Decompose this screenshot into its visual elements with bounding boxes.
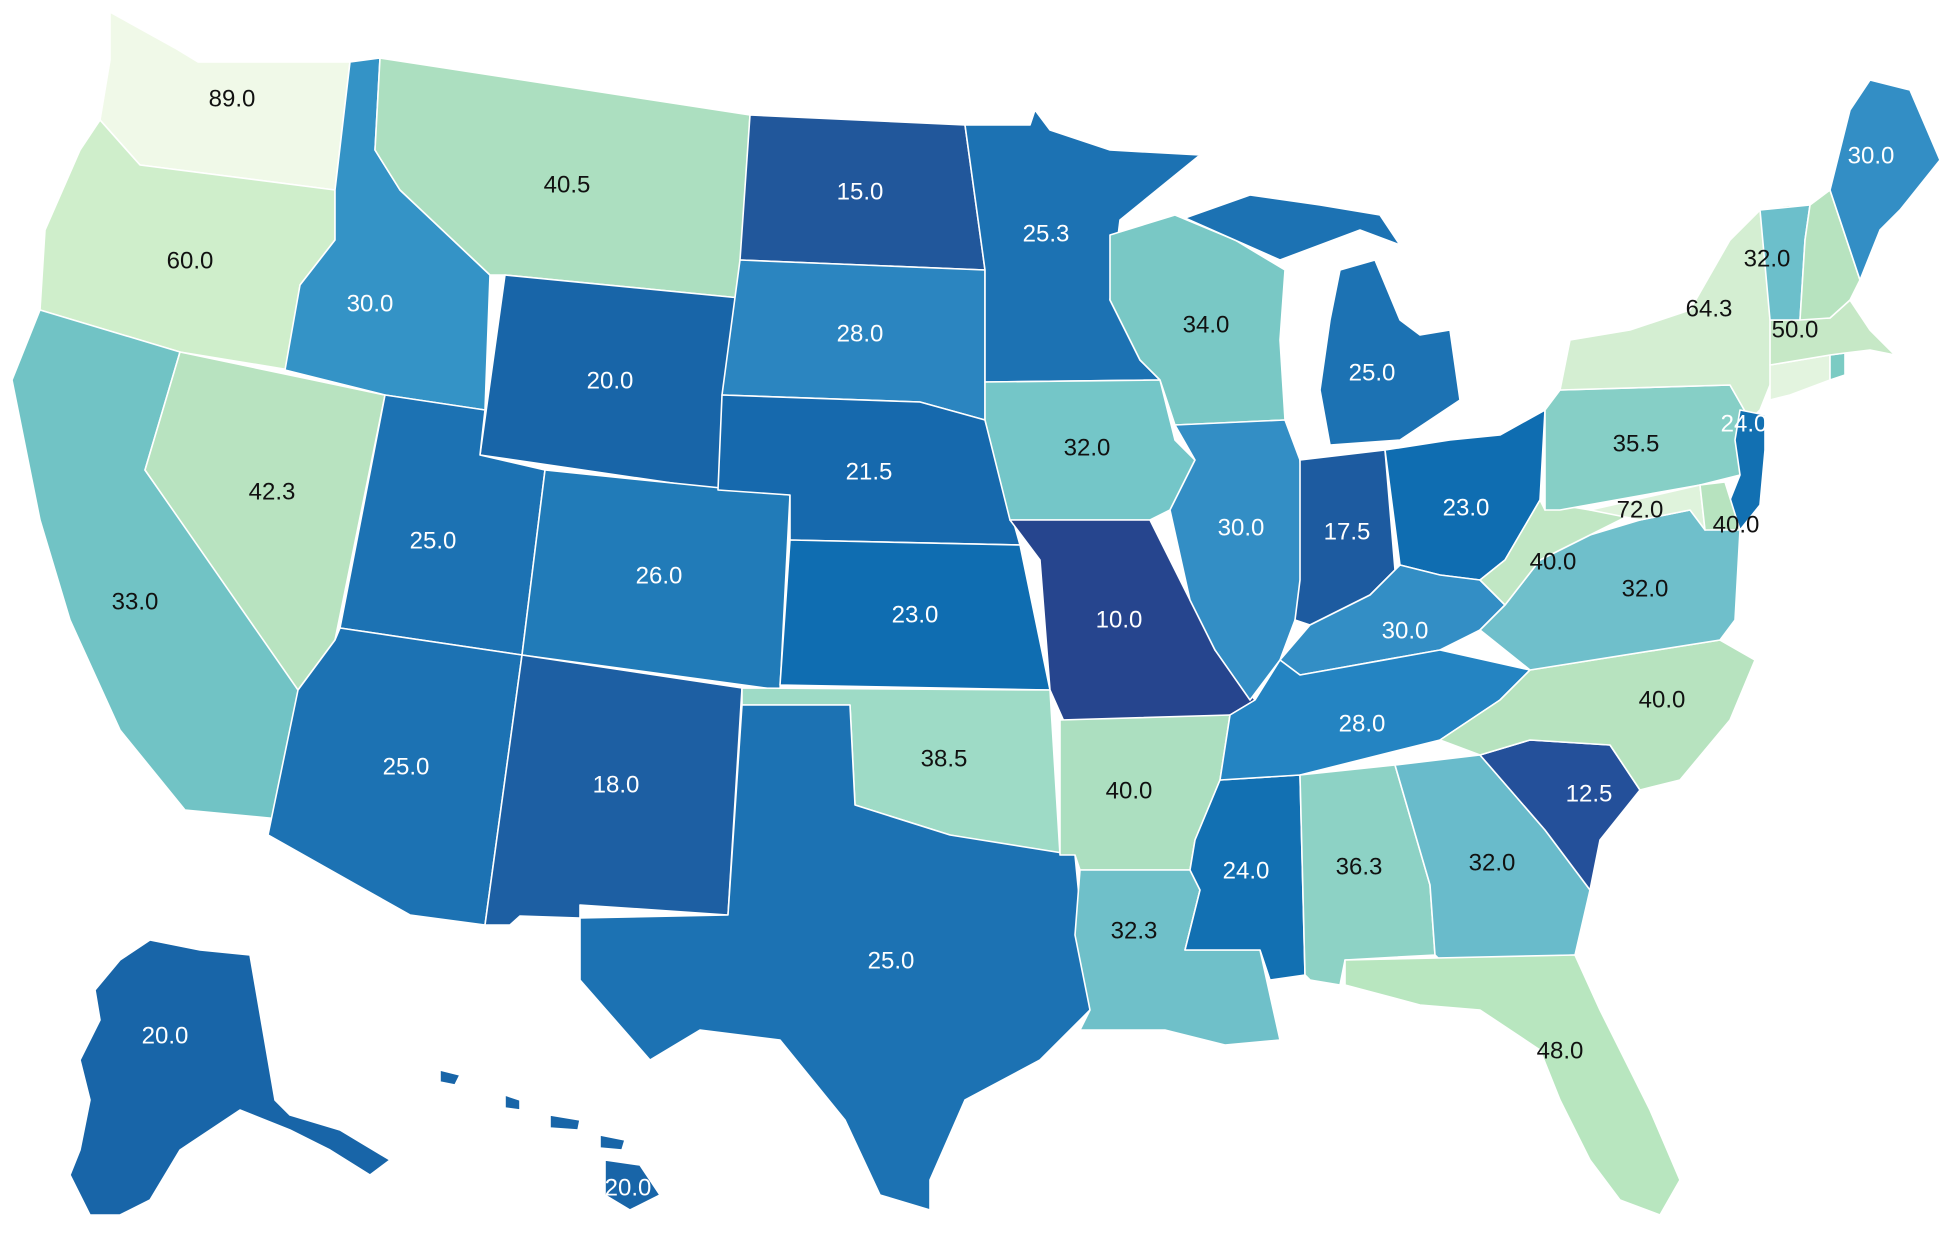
state-tx[interactable] [579, 704, 1091, 1211]
value-label-mn: 25.3 [1023, 220, 1070, 247]
value-label-la: 32.3 [1111, 917, 1158, 944]
value-label-ia: 32.0 [1064, 434, 1111, 461]
value-label-id: 30.0 [347, 290, 394, 317]
value-label-ny: 64.3 [1686, 295, 1733, 322]
state-il[interactable] [1169, 419, 1311, 701]
value-label-sc: 12.5 [1566, 780, 1613, 807]
value-label-wi: 34.0 [1183, 311, 1230, 338]
value-label-wa: 89.0 [209, 85, 256, 112]
state-md[interactable] [1589, 484, 1706, 531]
value-label-ca: 33.0 [112, 588, 159, 615]
value-label-il: 30.0 [1218, 514, 1265, 541]
value-label-pa: 35.5 [1613, 430, 1660, 457]
value-label-nm: 18.0 [593, 771, 640, 798]
value-label-ks: 23.0 [892, 601, 939, 628]
value-label-nj: 24.0 [1721, 410, 1768, 437]
value-label-de: 40.0 [1713, 511, 1760, 538]
value-label-ar: 40.0 [1106, 777, 1153, 804]
value-label-ak: 20.0 [142, 1022, 189, 1049]
value-label-vt: 32.0 [1744, 245, 1791, 272]
state-me[interactable] [1829, 79, 1941, 281]
value-label-mo: 10.0 [1096, 606, 1143, 633]
value-label-wy: 20.0 [587, 367, 634, 394]
state-ak[interactable] [69, 939, 391, 1216]
value-label-hi: 20.0 [605, 1174, 652, 1201]
value-label-tx: 25.0 [868, 947, 915, 974]
value-label-ms: 24.0 [1223, 857, 1270, 884]
value-label-fl: 48.0 [1537, 1037, 1584, 1064]
state-fl[interactable] [1344, 954, 1681, 1216]
value-label-oh: 23.0 [1443, 494, 1490, 521]
value-label-me: 30.0 [1848, 142, 1895, 169]
state-nc[interactable] [1439, 639, 1756, 791]
value-label-nc: 40.0 [1639, 686, 1686, 713]
value-label-in: 17.5 [1324, 518, 1371, 545]
value-label-or: 60.0 [167, 247, 214, 274]
value-label-ok: 38.5 [921, 745, 968, 772]
value-label-sd: 28.0 [837, 320, 884, 347]
value-label-ga: 32.0 [1469, 849, 1516, 876]
state-ri[interactable] [1829, 352, 1846, 381]
value-label-ma: 50.0 [1772, 316, 1819, 343]
value-label-mt: 40.5 [544, 171, 591, 198]
value-label-co: 26.0 [636, 562, 683, 589]
value-label-ne: 21.5 [846, 458, 893, 485]
value-label-wv: 40.0 [1530, 548, 1577, 575]
value-label-mi: 25.0 [1349, 359, 1396, 386]
value-label-tn: 28.0 [1339, 710, 1386, 737]
value-label-az: 25.0 [383, 753, 430, 780]
value-label-ut: 25.0 [410, 527, 457, 554]
value-label-ky: 30.0 [1382, 617, 1429, 644]
value-label-al: 36.3 [1336, 853, 1383, 880]
value-label-nv: 42.3 [249, 478, 296, 505]
state-de[interactable] [1699, 481, 1741, 531]
state-hi[interactable] [439, 1069, 661, 1211]
value-label-va: 32.0 [1622, 575, 1669, 602]
value-label-md: 72.0 [1617, 496, 1664, 523]
state-mi[interactable] [1184, 194, 1461, 446]
value-label-nd: 15.0 [837, 178, 884, 205]
